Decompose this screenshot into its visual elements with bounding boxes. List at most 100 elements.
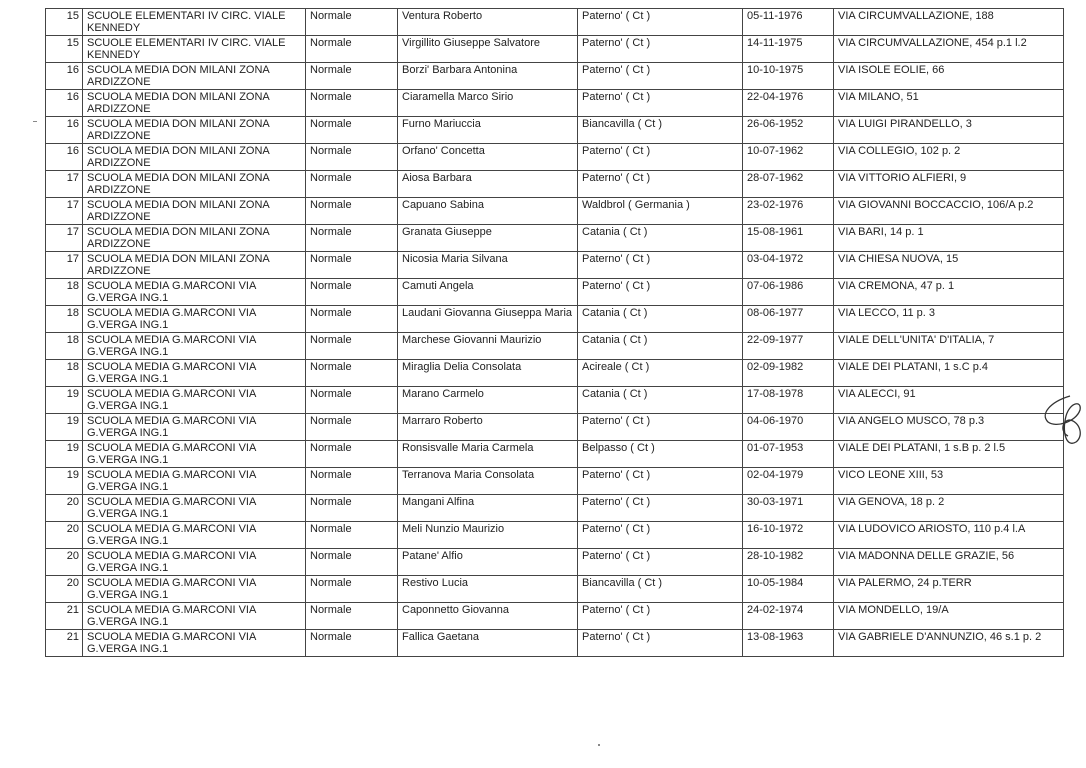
birth-date-cell: 03-04-1972 <box>742 251 834 279</box>
birth-date-cell: 07-06-1986 <box>742 278 834 306</box>
type-cell: Normale <box>305 305 398 333</box>
birthplace-cell: Paterno' ( Ct ) <box>577 89 743 117</box>
address-cell: VIA LUIGI PIRANDELLO, 3 <box>833 116 1064 144</box>
birth-date-cell: 02-04-1979 <box>742 467 834 495</box>
row-number-cell: 15 <box>45 35 83 63</box>
address-cell: VIA GABRIELE D'ANNUNZIO, 46 s.1 p. 2 <box>833 629 1064 657</box>
table-row: 16 SCUOLA MEDIA DON MILANI ZONA ARDIZZONE… <box>45 143 1064 171</box>
row-number-cell: 20 <box>45 494 83 522</box>
birthplace-cell: Paterno' ( Ct ) <box>577 35 743 63</box>
school-cell: SCUOLA MEDIA DON MILANI ZONA ARDIZZONE <box>82 62 306 90</box>
table-row: 21 SCUOLA MEDIA G.MARCONI VIA G.VERGA ING… <box>45 629 1064 657</box>
birth-date-cell: 01-07-1953 <box>742 440 834 468</box>
birth-date-cell: 10-07-1962 <box>742 143 834 171</box>
teacher-name-cell: Terranova Maria Consolata <box>397 467 578 495</box>
address-cell: VIA LUDOVICO ARIOSTO, 110 p.4 l.A <box>833 521 1064 549</box>
school-cell: SCUOLA MEDIA G.MARCONI VIA G.VERGA ING.1 <box>82 467 306 495</box>
row-number-cell: 19 <box>45 413 83 441</box>
type-cell: Normale <box>305 197 398 225</box>
row-number-cell: 19 <box>45 386 83 414</box>
birth-date-cell: 22-04-1976 <box>742 89 834 117</box>
row-number-cell: 19 <box>45 467 83 495</box>
type-cell: Normale <box>305 386 398 414</box>
table-row: 15 SCUOLE ELEMENTARI IV CIRC. VIALE KENNE… <box>45 35 1064 63</box>
type-cell: Normale <box>305 629 398 657</box>
school-cell: SCUOLE ELEMENTARI IV CIRC. VIALE KENNEDY <box>82 8 306 36</box>
teacher-name-cell: Meli Nunzio Maurizio <box>397 521 578 549</box>
birthplace-cell: Paterno' ( Ct ) <box>577 467 743 495</box>
type-cell: Normale <box>305 89 398 117</box>
birth-date-cell: 24-02-1974 <box>742 602 834 630</box>
school-cell: SCUOLA MEDIA DON MILANI ZONA ARDIZZONE <box>82 224 306 252</box>
handwritten-signature <box>1044 395 1081 444</box>
birthplace-cell: Paterno' ( Ct ) <box>577 170 743 198</box>
address-cell: VIA MONDELLO, 19/A <box>833 602 1064 630</box>
birthplace-cell: Waldbrol ( Germania ) <box>577 197 743 225</box>
teacher-name-cell: Virgillito Giuseppe Salvatore <box>397 35 578 63</box>
teacher-name-cell: Miraglia Delia Consolata <box>397 359 578 387</box>
address-cell: VIA CREMONA, 47 p. 1 <box>833 278 1064 306</box>
address-cell: VICO LEONE XIII, 53 <box>833 467 1064 495</box>
school-cell: SCUOLA MEDIA G.MARCONI VIA G.VERGA ING.1 <box>82 386 306 414</box>
birthplace-cell: Paterno' ( Ct ) <box>577 521 743 549</box>
school-cell: SCUOLA MEDIA G.MARCONI VIA G.VERGA ING.1 <box>82 602 306 630</box>
birth-date-cell: 28-10-1982 <box>742 548 834 576</box>
address-cell: VIALE DELL'UNITA' D'ITALIA, 7 <box>833 332 1064 360</box>
table-row: 15 SCUOLE ELEMENTARI IV CIRC. VIALE KENNE… <box>45 8 1064 36</box>
school-cell: SCUOLA MEDIA G.MARCONI VIA G.VERGA ING.1 <box>82 575 306 603</box>
school-cell: SCUOLA MEDIA DON MILANI ZONA ARDIZZONE <box>82 116 306 144</box>
birthplace-cell: Paterno' ( Ct ) <box>577 251 743 279</box>
scan-mark <box>33 121 37 122</box>
teacher-name-cell: Marraro Roberto <box>397 413 578 441</box>
address-cell: VIALE DEI PLATANI, 1 s.C p.4 <box>833 359 1064 387</box>
teacher-name-cell: Caponnetto Giovanna <box>397 602 578 630</box>
address-cell: VIA VITTORIO ALFIERI, 9 <box>833 170 1064 198</box>
school-cell: SCUOLA MEDIA DON MILANI ZONA ARDIZZONE <box>82 197 306 225</box>
birthplace-cell: Paterno' ( Ct ) <box>577 548 743 576</box>
birth-date-cell: 28-07-1962 <box>742 170 834 198</box>
birth-date-cell: 15-08-1961 <box>742 224 834 252</box>
table-row: 19 SCUOLA MEDIA G.MARCONI VIA G.VERGA ING… <box>45 386 1064 414</box>
scan-mark <box>598 744 600 746</box>
teacher-name-cell: Fallica Gaetana <box>397 629 578 657</box>
type-cell: Normale <box>305 602 398 630</box>
school-cell: SCUOLA MEDIA DON MILANI ZONA ARDIZZONE <box>82 89 306 117</box>
row-number-cell: 20 <box>45 521 83 549</box>
teacher-name-cell: Marchese Giovanni Maurizio <box>397 332 578 360</box>
birth-date-cell: 10-05-1984 <box>742 575 834 603</box>
address-cell: VIA ISOLE EOLIE, 66 <box>833 62 1064 90</box>
row-number-cell: 21 <box>45 602 83 630</box>
type-cell: Normale <box>305 170 398 198</box>
type-cell: Normale <box>305 251 398 279</box>
address-cell: VIA MADONNA DELLE GRAZIE, 56 <box>833 548 1064 576</box>
teacher-name-cell: Ventura Roberto <box>397 8 578 36</box>
birth-date-cell: 14-11-1975 <box>742 35 834 63</box>
type-cell: Normale <box>305 440 398 468</box>
birth-date-cell: 22-09-1977 <box>742 332 834 360</box>
row-number-cell: 18 <box>45 359 83 387</box>
type-cell: Normale <box>305 467 398 495</box>
table-row: 17 SCUOLA MEDIA DON MILANI ZONA ARDIZZONE… <box>45 251 1064 279</box>
teacher-name-cell: Aiosa Barbara <box>397 170 578 198</box>
row-number-cell: 17 <box>45 197 83 225</box>
school-cell: SCUOLA MEDIA G.MARCONI VIA G.VERGA ING.1 <box>82 548 306 576</box>
birth-date-cell: 02-09-1982 <box>742 359 834 387</box>
birthplace-cell: Biancavilla ( Ct ) <box>577 575 743 603</box>
type-cell: Normale <box>305 575 398 603</box>
birthplace-cell: Acireale ( Ct ) <box>577 359 743 387</box>
birthplace-cell: Catania ( Ct ) <box>577 386 743 414</box>
table-row: 16 SCUOLA MEDIA DON MILANI ZONA ARDIZZONE… <box>45 89 1064 117</box>
teacher-name-cell: Borzi' Barbara Antonina <box>397 62 578 90</box>
birthplace-cell: Paterno' ( Ct ) <box>577 494 743 522</box>
address-cell: VIA CIRCUMVALLAZIONE, 188 <box>833 8 1064 36</box>
address-cell: VIA LECCO, 11 p. 3 <box>833 305 1064 333</box>
school-cell: SCUOLA MEDIA G.MARCONI VIA G.VERGA ING.1 <box>82 413 306 441</box>
birth-date-cell: 10-10-1975 <box>742 62 834 90</box>
address-cell: VIA COLLEGIO, 102 p. 2 <box>833 143 1064 171</box>
row-number-cell: 21 <box>45 629 83 657</box>
row-number-cell: 19 <box>45 440 83 468</box>
type-cell: Normale <box>305 143 398 171</box>
teacher-name-cell: Orfano' Concetta <box>397 143 578 171</box>
birth-date-cell: 26-06-1952 <box>742 116 834 144</box>
table-row: 20 SCUOLA MEDIA G.MARCONI VIA G.VERGA ING… <box>45 548 1064 576</box>
